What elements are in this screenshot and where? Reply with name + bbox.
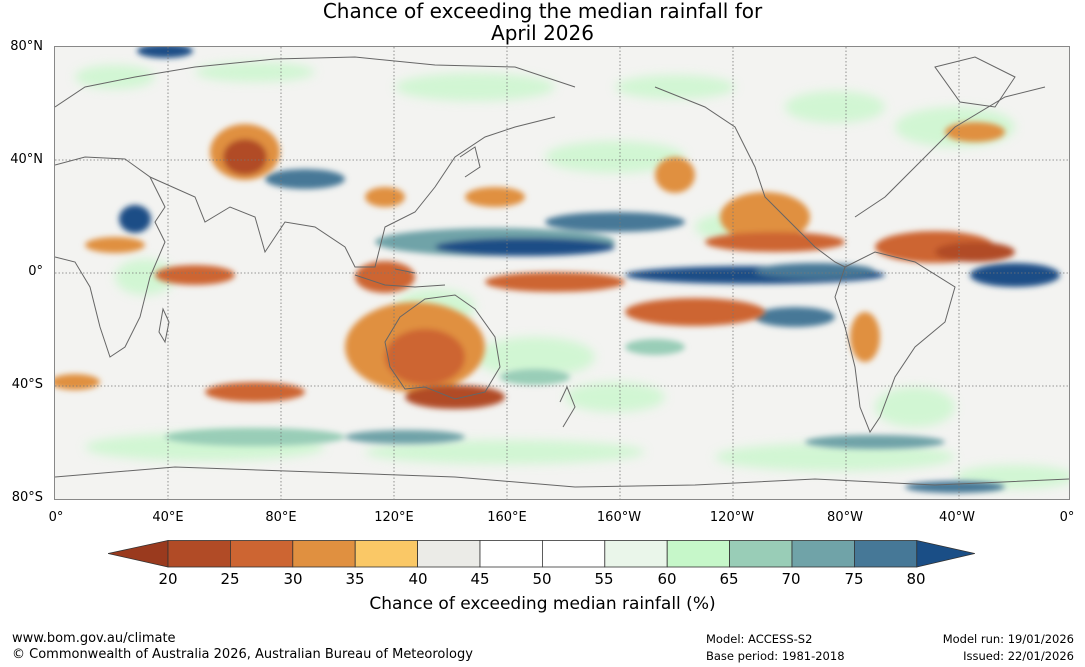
colorbar-arrow-low <box>108 540 169 568</box>
footer-model-run: Model run: 19/01/2026 <box>942 632 1074 646</box>
colorbar-segment <box>167 540 231 568</box>
rainfall-map-svg <box>55 47 1069 499</box>
rainfall-map <box>54 46 1070 500</box>
lat-label-40n: 40°N <box>10 152 43 167</box>
lon-label-80w: 80°W <box>827 510 863 525</box>
lat-label-80n: 80°N <box>10 39 43 54</box>
lon-label-40e: 40°E <box>152 510 184 525</box>
colorbar-tick-35: 35 <box>345 570 365 588</box>
colorbar-tick-55: 55 <box>594 570 614 588</box>
dry-patches <box>55 122 1015 409</box>
footer-copyright: © Commonwealth of Australia 2026, Austra… <box>12 647 473 662</box>
lon-label-120e: 120°E <box>374 510 414 525</box>
lat-label-80s: 80°S <box>11 490 43 505</box>
colorbar-tick-50: 50 <box>532 570 552 588</box>
lon-label-40w: 40°W <box>939 510 975 525</box>
colorbar-tick-60: 60 <box>657 570 677 588</box>
colorbar-segment <box>854 540 918 568</box>
footer-model: Model: ACCESS-S2 <box>706 632 813 646</box>
lon-label-80e: 80°E <box>265 510 297 525</box>
colorbar-tick-25: 25 <box>220 570 240 588</box>
footer-base-period: Base period: 1981-2018 <box>706 649 845 663</box>
colorbar-tick-70: 70 <box>781 570 801 588</box>
colorbar-segment <box>791 540 855 568</box>
wet-patches <box>119 47 1060 493</box>
lat-label-0: 0° <box>28 264 43 279</box>
colorbar-segment <box>541 540 606 568</box>
coastlines <box>55 56 1069 488</box>
colorbar-segment <box>604 540 668 568</box>
lat-label-40s: 40°S <box>11 377 43 392</box>
lon-label-120w: 120°W <box>709 510 755 525</box>
colorbar-segment <box>479 540 543 568</box>
colorbar-segment <box>230 540 294 568</box>
lon-label-0-right: 0° <box>1059 510 1075 525</box>
colorbar-segment <box>729 540 793 568</box>
colorbar-title: Chance of exceeding median rainfall (%) <box>369 594 716 614</box>
colorbar-tick-45: 45 <box>470 570 490 588</box>
colorbar-segment <box>354 540 418 568</box>
footer-issued: Issued: 22/01/2026 <box>963 649 1074 663</box>
colorbar-segment <box>292 540 356 568</box>
colorbar <box>108 540 975 568</box>
colorbar-tick-30: 30 <box>283 570 303 588</box>
colorbar-tick-75: 75 <box>844 570 864 588</box>
green-patches <box>75 62 1069 489</box>
chart-title-line-2: April 2026 <box>491 21 594 45</box>
footer-website: www.bom.gov.au/climate <box>12 631 176 646</box>
colorbar-tick-40: 40 <box>408 570 428 588</box>
colorbar-tick-80: 80 <box>906 570 926 588</box>
lon-label-160e: 160°E <box>487 510 527 525</box>
colorbar-tick-20: 20 <box>158 570 178 588</box>
chart-title-line-1: Chance of exceeding the median rainfall … <box>322 0 763 23</box>
colorbar-segment <box>417 540 481 568</box>
graticule <box>55 47 1069 499</box>
lon-label-160w: 160°W <box>596 510 642 525</box>
colorbar-arrow-high <box>916 540 975 568</box>
colorbar-segment <box>666 540 731 568</box>
colorbar-tick-65: 65 <box>719 570 739 588</box>
lon-label-0: 0° <box>48 510 64 525</box>
